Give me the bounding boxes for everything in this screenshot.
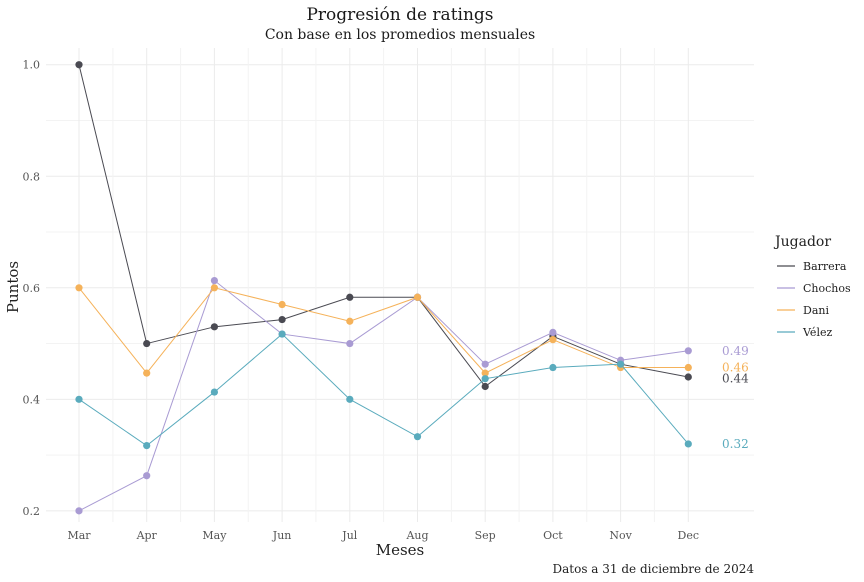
grid [46, 48, 754, 522]
end-label-dani: 0.46 [722, 361, 749, 375]
data-point-chochos [684, 347, 692, 355]
x-tick-label: Aug [405, 529, 428, 542]
x-axis-ticks: Mar Apr May Jun Jul Aug Sep Oct Nov Dec [67, 529, 699, 542]
data-point-chochos [210, 276, 218, 285]
data-point-dani [143, 369, 151, 377]
x-tick-label: Oct [543, 529, 563, 542]
x-axis-label: Meses [376, 541, 425, 559]
data-point-vélez [143, 442, 151, 450]
data-point-dani [278, 300, 286, 309]
x-tick-label: Jul [341, 529, 357, 542]
y-axis-label: Puntos [4, 261, 22, 313]
y-tick-label: 0.4 [23, 393, 41, 406]
y-tick-label: 1.0 [23, 59, 41, 72]
data-point-vélez [75, 395, 83, 403]
data-point-vélez [346, 395, 354, 403]
legend-label-chochos: Chochos [803, 282, 851, 295]
x-tick-label: Dec [678, 529, 700, 542]
x-tick-label: May [202, 529, 227, 542]
data-point-vélez [684, 440, 692, 448]
chart-caption: Datos a 31 de diciembre de 2024 [553, 562, 755, 576]
legend-label-vélez: Vélez [802, 326, 832, 339]
x-tick-label: Sep [475, 529, 496, 542]
series-line-barrera [78, 64, 689, 388]
y-tick-label: 0.2 [23, 505, 41, 518]
data-point-dani [346, 317, 354, 325]
data-point-vélez [413, 433, 422, 441]
end-label-chochos: 0.49 [722, 344, 749, 358]
end-label-vélez: 0.32 [722, 437, 749, 451]
legend-label-barrera: Barrera [803, 260, 847, 273]
data-point-vélez [617, 360, 625, 368]
legend-label-dani: Dani [803, 304, 829, 317]
end-labels: 0.44 0.49 0.46 0.32 [722, 344, 749, 451]
end-label-barrera: 0.44 [722, 372, 749, 386]
chart-title: Progresión de ratings [306, 5, 493, 25]
data-point-dani [75, 284, 83, 292]
series-line-dani [78, 287, 689, 374]
x-tick-label: Mar [67, 529, 91, 542]
data-point-chochos [549, 328, 557, 336]
data-point-barrera [210, 323, 218, 331]
y-tick-label: 0.8 [23, 170, 41, 183]
data-point-chochos [143, 472, 151, 480]
data-point-dani [210, 284, 218, 292]
series-lines [75, 61, 692, 515]
data-point-chochos [346, 339, 354, 348]
legend-title: Jugador [773, 234, 831, 250]
data-point-dani [549, 336, 557, 344]
data-point-dani [481, 369, 489, 377]
x-tick-label: Nov [609, 529, 632, 542]
x-tick-label: Jun [272, 529, 292, 542]
chart-subtitle: Con base en los promedios mensuales [265, 27, 535, 43]
data-point-barrera [75, 61, 83, 69]
x-tick-label: Apr [136, 529, 158, 542]
series-line-vélez [78, 333, 689, 447]
data-point-vélez [210, 388, 218, 396]
data-point-vélez [549, 363, 557, 372]
data-point-barrera [143, 339, 151, 348]
data-point-barrera [684, 373, 692, 381]
data-point-barrera [481, 382, 489, 391]
y-axis-ticks: 0.2 0.4 0.6 0.8 1.0 [23, 59, 41, 518]
data-point-chochos [75, 507, 83, 515]
data-point-vélez [481, 375, 489, 383]
data-point-dani [413, 293, 422, 301]
y-tick-label: 0.6 [23, 282, 41, 295]
data-point-dani [684, 363, 692, 372]
data-point-barrera [346, 293, 354, 301]
data-point-chochos [481, 360, 489, 368]
data-point-vélez [278, 330, 286, 338]
data-point-barrera [278, 315, 286, 324]
series-line-chochos [78, 279, 689, 512]
legend: Jugador Barrera Chochos Dani Vélez [773, 234, 851, 339]
